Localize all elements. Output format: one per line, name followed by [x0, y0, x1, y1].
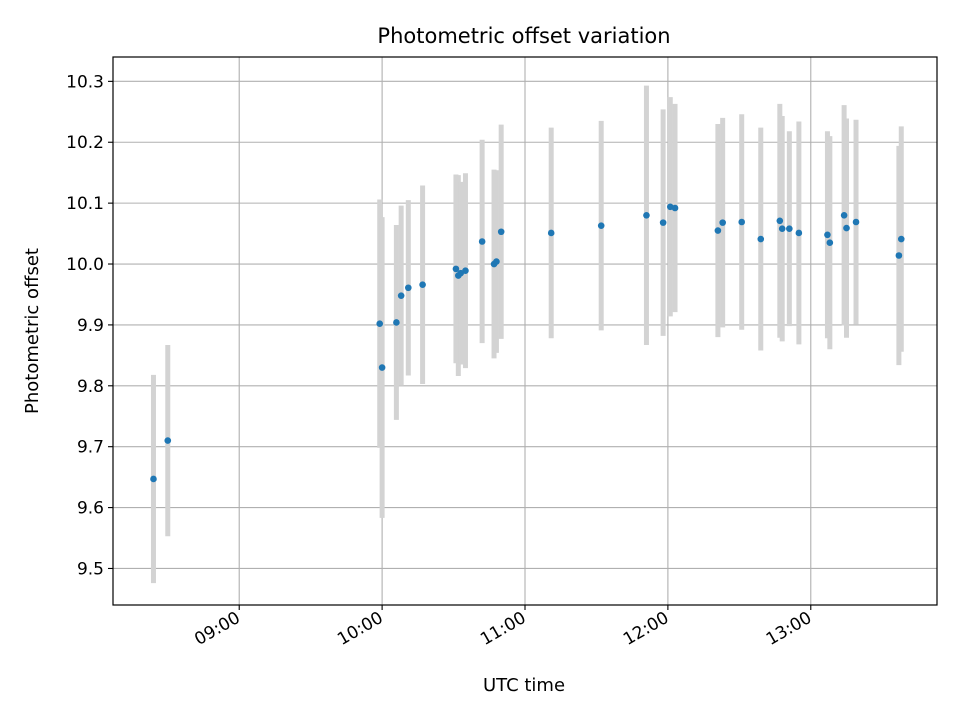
data-point	[547, 229, 555, 237]
data-point	[714, 227, 722, 234]
data-point	[643, 212, 650, 219]
data-point	[478, 238, 486, 245]
data-point	[671, 204, 679, 212]
data-point	[659, 219, 667, 226]
data-point	[757, 235, 765, 243]
data-point	[419, 281, 426, 289]
data-point	[738, 218, 746, 226]
data-point	[462, 267, 469, 275]
chart-title: Photometric offset variation	[377, 24, 670, 48]
data-point	[393, 319, 400, 326]
y-tick-label: 10.1	[66, 194, 104, 214]
y-tick-label: 10.0	[66, 255, 104, 275]
y-tick-label: 9.6	[77, 499, 104, 519]
data-point	[150, 475, 157, 483]
data-point	[778, 225, 786, 233]
y-tick-label: 9.5	[77, 559, 104, 579]
x-axis-label: UTC time	[483, 675, 565, 696]
y-tick-label: 10.3	[66, 72, 104, 92]
data-point	[405, 284, 412, 292]
data-point	[378, 364, 386, 371]
data-points	[150, 203, 905, 483]
data-point	[897, 235, 905, 243]
data-point	[493, 258, 500, 265]
y-axis: 9.5 9.6 9.7 9.8 9.9 10.0 10.1 10.2 10.3	[66, 72, 113, 579]
data-point	[719, 219, 726, 226]
data-point	[840, 212, 848, 219]
y-tick-label: 9.8	[77, 377, 104, 397]
data-point	[164, 437, 172, 444]
y-tick-label: 9.7	[77, 438, 104, 458]
data-point	[824, 231, 831, 239]
data-point	[776, 217, 784, 225]
data-point	[497, 228, 505, 236]
data-point	[376, 320, 384, 327]
data-point	[843, 224, 850, 232]
data-point	[397, 292, 405, 299]
data-point	[852, 218, 860, 226]
data-point	[452, 265, 460, 273]
y-tick-label: 10.2	[66, 133, 104, 153]
data-point	[795, 229, 803, 237]
y-axis-label: Photometric offset	[22, 248, 43, 414]
data-point	[826, 239, 834, 247]
y-tick-label: 9.9	[77, 316, 104, 336]
data-point	[786, 225, 793, 233]
data-point	[597, 222, 605, 229]
data-point	[895, 252, 903, 259]
